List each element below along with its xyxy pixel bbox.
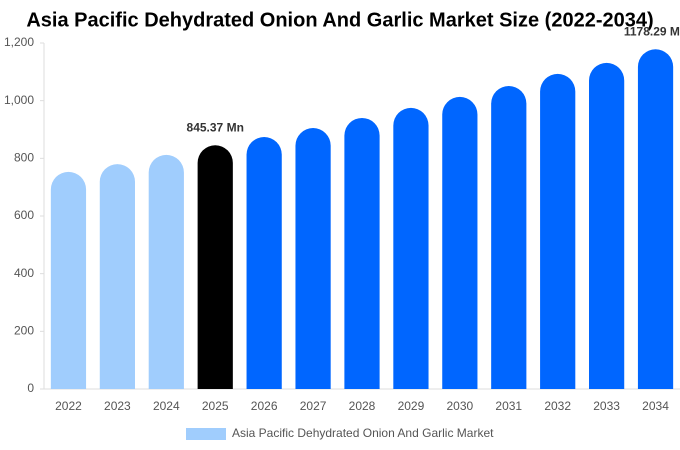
y-tick-label: 400: [14, 266, 34, 280]
x-tick-label: 2025: [202, 399, 229, 413]
y-tick-label: 200: [14, 324, 34, 338]
bar: [589, 62, 625, 390]
x-tick-label: 2029: [398, 399, 425, 413]
bar: [393, 107, 429, 389]
y-tick-label: 600: [14, 208, 34, 222]
x-tick-label: 2028: [349, 399, 376, 413]
bar: [99, 164, 135, 389]
x-tick-label: 2032: [544, 399, 571, 413]
y-tick-label: 800: [14, 151, 34, 165]
bar: [50, 171, 87, 389]
value-label: 845.37 Mn: [187, 120, 244, 134]
x-tick-label: 2024: [153, 399, 180, 413]
x-tick-label: 2023: [104, 399, 131, 413]
x-tick-label: 2030: [446, 399, 473, 413]
bar: [246, 137, 282, 389]
bar: [491, 85, 527, 389]
y-tick-label: 0: [27, 381, 34, 395]
x-tick-label: 2026: [251, 399, 278, 413]
x-tick-label: 2022: [55, 399, 82, 413]
y-tick-label: 1,200: [4, 35, 34, 49]
legend-swatch: [186, 428, 226, 440]
value-label: 1178.29 Mn: [624, 24, 680, 38]
y-tick-label: 1,000: [4, 93, 34, 107]
bar: [197, 145, 233, 389]
x-tick-label: 2034: [642, 399, 669, 413]
chart-title: Asia Pacific Dehydrated Onion And Garlic…: [26, 9, 653, 31]
x-tick-label: 2027: [300, 399, 327, 413]
bar: [540, 73, 576, 390]
bar: [637, 49, 674, 390]
x-tick-label: 2031: [495, 399, 522, 413]
bar: [344, 117, 380, 390]
legend-label: Asia Pacific Dehydrated Onion And Garlic…: [232, 426, 494, 440]
x-tick-label: 2033: [593, 399, 620, 413]
bar: [442, 96, 478, 389]
bar: [295, 128, 331, 389]
bar: [148, 154, 184, 389]
